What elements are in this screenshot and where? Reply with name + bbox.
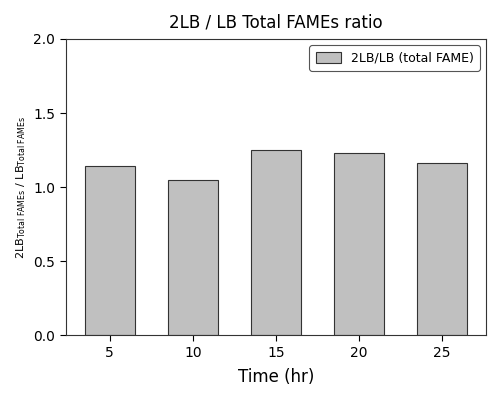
Legend: 2LB/LB (total FAME): 2LB/LB (total FAME) [310, 45, 480, 71]
Bar [85, 166, 134, 335]
X-axis label: Time (hr): Time (hr) [238, 368, 314, 386]
Y-axis label: $\mathsf{2LB}_{\mathsf{Total\ FAMEs}}\ /\ \mathsf{LB}_{\mathsf{Total\ FAMEs}}$: $\mathsf{2LB}_{\mathsf{Total\ FAMEs}}\ /… [14, 116, 28, 259]
Bar [168, 180, 218, 335]
Bar [334, 153, 384, 335]
Bar [251, 150, 301, 335]
Title: 2LB / LB Total FAMEs ratio: 2LB / LB Total FAMEs ratio [169, 14, 382, 32]
Bar [417, 164, 467, 335]
